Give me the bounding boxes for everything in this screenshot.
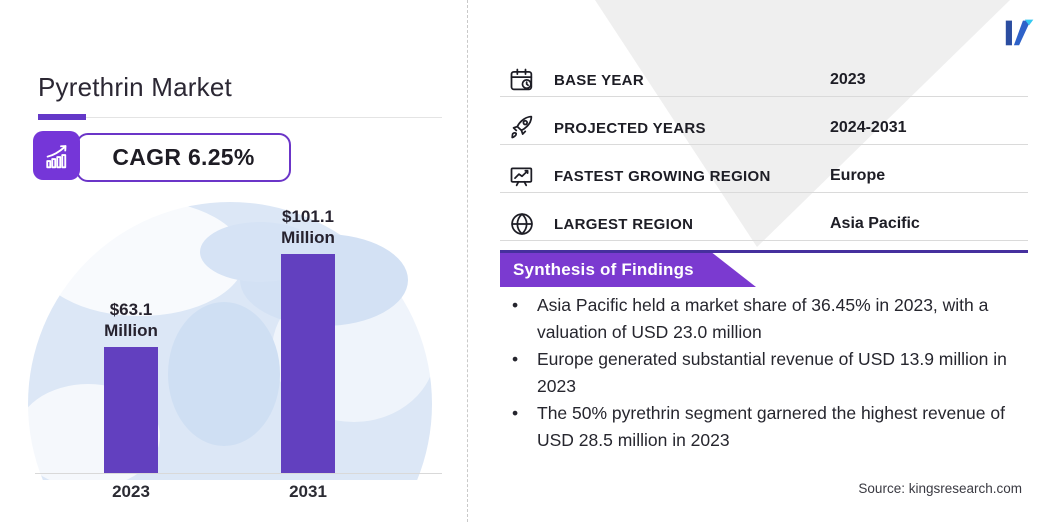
globe-icon: [508, 209, 538, 239]
fact-value: Europe: [830, 167, 886, 184]
title-underline-accent: [38, 114, 86, 120]
bar-2023: [104, 347, 158, 473]
bar-value-amount: $63.1: [109, 300, 153, 319]
bar-value-label-2031: $101.1 Million: [248, 206, 368, 248]
finding-bullet: The 50% pyrethrin segment garnered the h…: [505, 400, 1020, 454]
bar-value-unit: Million: [281, 228, 335, 247]
findings-ribbon: Synthesis of Findings: [500, 253, 756, 287]
growth-chart-icon: [508, 161, 538, 191]
fact-row-base-year: BASE YEAR 2023: [500, 60, 1028, 100]
page-title: Pyrethrin Market: [38, 72, 232, 102]
calendar-icon: [508, 65, 538, 95]
cagr-badge: CAGR 6.25%: [76, 133, 291, 182]
fact-label: FASTEST GROWING REGION: [554, 167, 771, 185]
fact-label: BASE YEAR: [554, 71, 644, 89]
fact-row-fastest-growing-region: FASTEST GROWING REGION Europe: [500, 156, 1028, 196]
growth-arrow-icon: [45, 144, 66, 168]
cagr-badge-iconbox: [33, 131, 80, 180]
row-divider: [500, 240, 1028, 241]
fact-value: 2023: [830, 71, 866, 88]
fact-value: 2024-2031: [830, 119, 907, 136]
row-divider: [500, 192, 1028, 193]
source-attribution: Source: kingsresearch.com: [858, 481, 1022, 496]
k-logo-icon: [1005, 19, 1034, 46]
corner-triangle-decoration: [595, 0, 1010, 247]
x-axis-label-2023: 2023: [112, 482, 150, 501]
x-axis-label-2031: 2031: [289, 482, 327, 501]
fact-row-projected-years: PROJECTED YEARS 2024-2031: [500, 108, 1028, 148]
findings-bullet-list: Asia Pacific held a market share of 36.4…: [505, 292, 1020, 454]
finding-bullet: Asia Pacific held a market share of 36.4…: [505, 292, 1020, 346]
fact-label: PROJECTED YEARS: [554, 119, 706, 137]
fact-value: Asia Pacific: [830, 215, 920, 232]
panel-divider: [467, 0, 468, 522]
bar-2031: [281, 254, 335, 473]
bar-value-amount: $101.1: [282, 207, 334, 226]
fact-label: LARGEST REGION: [554, 215, 694, 233]
cagr-value: CAGR 6.25%: [112, 144, 255, 170]
rocket-icon: [508, 113, 538, 143]
title-underline: [38, 117, 442, 118]
row-divider: [500, 144, 1028, 145]
row-divider: [500, 96, 1028, 97]
findings-title: Synthesis of Findings: [513, 260, 694, 279]
finding-bullet: Europe generated substantial revenue of …: [505, 346, 1020, 400]
fact-row-largest-region: LARGEST REGION Asia Pacific: [500, 204, 1028, 244]
chart-baseline: [35, 473, 442, 474]
findings-top-rule: [500, 250, 1028, 253]
bar-value-unit: Million: [104, 321, 158, 340]
bar-value-label-2023: $63.1 Million: [71, 299, 191, 341]
